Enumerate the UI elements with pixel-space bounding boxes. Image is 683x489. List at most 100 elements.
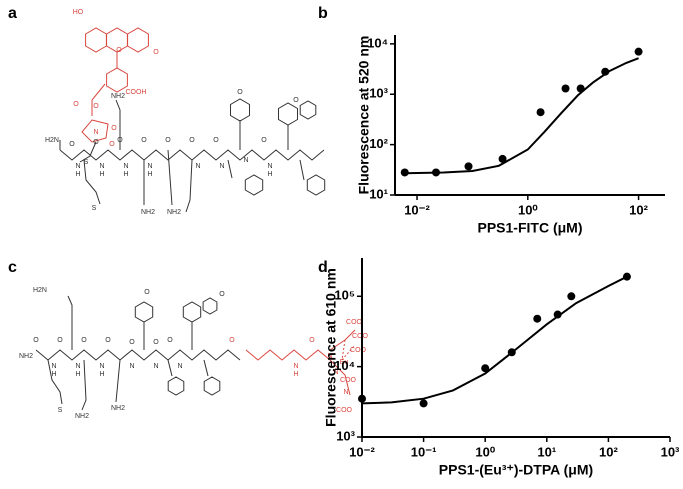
- atom-label: H: [75, 171, 80, 178]
- ring: [203, 376, 221, 396]
- ring: [306, 174, 326, 196]
- bond: [47, 359, 63, 405]
- atom-label: O: [129, 339, 135, 346]
- atom-label: N: [243, 157, 248, 164]
- panel-label: d: [318, 259, 328, 276]
- atom-label: HO: [73, 9, 84, 16]
- atom-label: O: [69, 141, 75, 148]
- bond: [59, 149, 325, 161]
- atom-label: O: [153, 49, 159, 56]
- y-tick-label: 10⁵: [334, 288, 355, 303]
- x-tick-label: 10⁰: [518, 202, 538, 217]
- atom-label: NH2: [19, 353, 33, 360]
- atom-label: NH2: [167, 209, 181, 216]
- atom-label: H: [147, 171, 152, 178]
- atom-label: H2N: [45, 137, 59, 144]
- y-axis-title: Fluorescence at 610 nm: [323, 268, 339, 427]
- ring: [81, 119, 109, 143]
- x-axis-title: PPS1-(Eu³⁺)-DTPA (μM): [439, 462, 593, 478]
- data-point: [553, 310, 562, 319]
- x-tick-label: 10⁰: [475, 444, 495, 459]
- atom-label: O: [213, 137, 219, 144]
- atom-label: N: [219, 163, 224, 170]
- y-tick-label: 10²: [369, 136, 388, 151]
- x-tick-label: 10⁻¹: [411, 444, 437, 459]
- atom-label: N: [343, 389, 348, 396]
- atom-label: O: [189, 137, 195, 144]
- data-point: [358, 394, 366, 403]
- y-tick-label: 10⁴: [367, 35, 388, 50]
- atom-label: H: [51, 371, 56, 378]
- bond: [67, 295, 73, 350]
- coordination: [341, 344, 356, 361]
- ring: [202, 297, 218, 315]
- atom-label: O: [111, 125, 117, 132]
- atom-label: O: [309, 337, 315, 344]
- atom-label: O: [144, 289, 150, 296]
- atom-label: NH2: [111, 405, 125, 412]
- atom-label: Eu: [340, 359, 349, 366]
- atom-label: O: [141, 137, 147, 144]
- atom-label: H: [99, 171, 104, 178]
- ring: [167, 376, 185, 396]
- ring: [85, 27, 107, 53]
- atom-label: H: [99, 371, 104, 378]
- bond: [167, 149, 173, 206]
- atom-label: COOH: [126, 89, 147, 96]
- atom-label: NH2: [75, 413, 89, 420]
- atom-label: O: [81, 337, 87, 344]
- atom-label: O: [105, 337, 111, 344]
- data-point: [419, 399, 428, 408]
- y-axis-title: Fluorescence at 520 nm: [356, 36, 372, 195]
- ring: [230, 98, 250, 122]
- bond: [81, 359, 87, 411]
- x-tick-label: 10¹: [537, 444, 556, 459]
- data-point: [400, 168, 409, 177]
- coordination: [341, 339, 346, 361]
- atom-label: N: [99, 163, 104, 170]
- atom-label: N: [267, 163, 272, 170]
- bond: [299, 159, 305, 181]
- y-tick-label: 10¹: [369, 186, 388, 201]
- bond: [115, 99, 121, 150]
- x-tick-label: 10⁻²: [349, 444, 375, 459]
- x-tick-label: 10²: [599, 444, 618, 459]
- data-point: [533, 314, 542, 323]
- atom-label: N: [75, 363, 80, 370]
- bond: [167, 359, 173, 377]
- x-tick-label: 10³: [661, 444, 680, 459]
- data-point: [481, 364, 490, 373]
- atom-label: O: [93, 139, 99, 146]
- ring: [299, 100, 317, 120]
- atom-label: O: [57, 337, 63, 344]
- atom-label: N: [129, 363, 134, 370]
- ring: [106, 67, 128, 93]
- panel-label: b: [318, 5, 328, 22]
- atom-label: O: [33, 337, 39, 344]
- y-tick-label: 10⁴: [334, 358, 355, 373]
- atom-label: NH2: [141, 209, 155, 216]
- atom-label: H: [267, 171, 272, 178]
- atom-label: NH2: [111, 93, 125, 100]
- atom-label: O: [153, 339, 159, 346]
- ring: [278, 102, 298, 126]
- y-tick-label: 10³: [369, 86, 388, 101]
- atom-label: N: [147, 163, 152, 170]
- bond: [91, 83, 106, 116]
- atom-label: N: [123, 163, 128, 170]
- atom-label: COO: [350, 347, 367, 354]
- data-point: [536, 108, 545, 117]
- panel-label: a: [8, 5, 17, 22]
- ring: [244, 174, 264, 196]
- atom-label: N: [51, 363, 56, 370]
- data-point: [464, 162, 473, 171]
- atom-label: O: [116, 47, 122, 54]
- atom-label: COO: [336, 407, 353, 414]
- atom-label: N: [195, 163, 200, 170]
- bond: [83, 159, 101, 205]
- atom-label: N: [333, 369, 338, 376]
- ring: [127, 27, 149, 53]
- atom-label: N: [75, 163, 80, 170]
- atom-label: N: [99, 363, 104, 370]
